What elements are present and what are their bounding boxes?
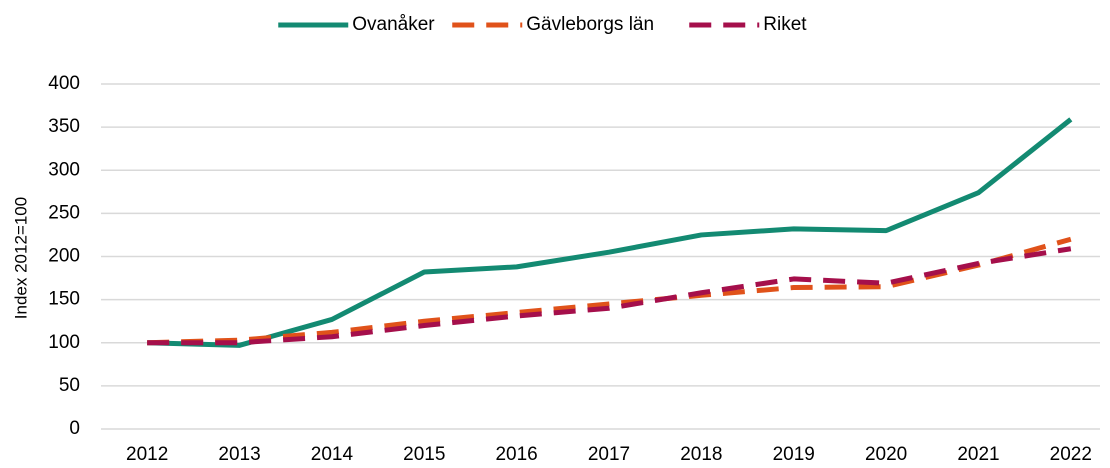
x-tick-label: 2018 bbox=[680, 444, 722, 465]
y-tick-label: 0 bbox=[69, 418, 80, 439]
y-tick-label: 300 bbox=[48, 159, 80, 180]
y-tick-label: 200 bbox=[48, 246, 80, 267]
legend-label: Riket bbox=[763, 14, 807, 35]
y-tick-label: 100 bbox=[48, 332, 80, 353]
y-tick-label: 50 bbox=[59, 375, 80, 396]
x-tick-label: 2016 bbox=[495, 444, 537, 465]
y-tick-label: 400 bbox=[48, 73, 80, 94]
x-tick-label: 2014 bbox=[311, 444, 354, 465]
x-tick-label: 2013 bbox=[218, 444, 260, 465]
x-tick-label: 2012 bbox=[126, 444, 168, 465]
x-tick-label: 2020 bbox=[865, 444, 907, 465]
series-line bbox=[147, 246, 1072, 346]
legend-label: Gävleborgs län bbox=[526, 14, 654, 35]
series-line bbox=[147, 236, 1072, 346]
y-tick-label: 150 bbox=[48, 289, 80, 310]
x-tick-label: 2022 bbox=[1050, 444, 1092, 465]
y-axis-label: Index 2012=100 bbox=[11, 197, 30, 319]
x-tick-label: 2017 bbox=[588, 444, 630, 465]
x-tick-label: 2021 bbox=[957, 444, 999, 465]
y-tick-label: 250 bbox=[48, 202, 80, 223]
y-tick-label: 350 bbox=[48, 116, 80, 137]
legend-label: Ovanåker bbox=[352, 14, 435, 35]
x-tick-label: 2019 bbox=[773, 444, 815, 465]
series-line bbox=[147, 117, 1073, 348]
x-tick-label: 2015 bbox=[403, 444, 445, 465]
